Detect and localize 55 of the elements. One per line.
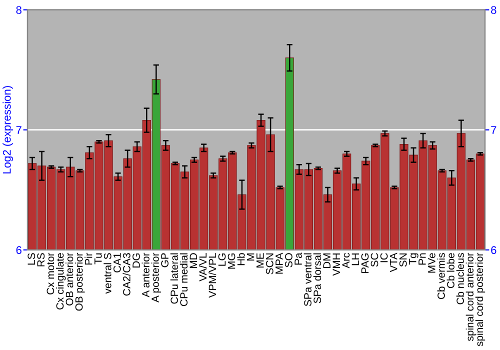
x-tick-label: LH bbox=[352, 254, 360, 266]
x-tick-label: MVe bbox=[428, 253, 436, 273]
x-tick-label: RS bbox=[37, 253, 45, 266]
x-tick-label: Pa bbox=[294, 252, 302, 265]
x-tick-label: DM bbox=[323, 254, 330, 268]
x-tick-label: CA1 bbox=[113, 253, 121, 272]
x-tick-label: OB anterior bbox=[66, 252, 74, 306]
y-tick-label: 8 bbox=[16, 6, 22, 14]
x-tick-label: Arc bbox=[342, 252, 350, 268]
x-tick-label: Tg bbox=[409, 253, 418, 265]
x-tick-label: SPa dorsal bbox=[313, 253, 321, 304]
x-tick-label: SN bbox=[399, 254, 407, 267]
x-tick-label: spinal cord posterior bbox=[475, 252, 486, 346]
x-tick-label: VPM/VPL bbox=[208, 253, 216, 298]
x-tick-label: VMH bbox=[332, 254, 340, 276]
y2-tick-label: 7 bbox=[491, 126, 496, 134]
x-tick-label: SO bbox=[285, 253, 292, 268]
x-tick-label: A anterior bbox=[142, 252, 150, 298]
x-tick-label: LG bbox=[218, 253, 226, 266]
x-tick-label: SCN bbox=[266, 254, 274, 274]
x-tick-label: Pir bbox=[84, 252, 92, 265]
y2-tick-label: 6 bbox=[491, 246, 496, 254]
x-tick-label: OB posterior bbox=[75, 252, 85, 311]
x-tick-label: ventral S bbox=[104, 253, 112, 294]
x-tick-label: Cx cingulate bbox=[56, 253, 66, 310]
x-tick-label: VTA bbox=[390, 252, 398, 272]
x-tick-label: LS bbox=[28, 253, 36, 265]
x-tick-label: SPa ventral bbox=[304, 253, 312, 306]
x-tick-label: ME bbox=[256, 253, 264, 268]
x-tick-label: A posterior bbox=[151, 252, 162, 302]
x-tick-label: spinal cord anterior bbox=[466, 252, 476, 341]
x-tick-label: CPu lateral bbox=[170, 253, 178, 304]
x-tick-label: M bbox=[247, 254, 254, 260]
x-tick-label: MG bbox=[228, 253, 236, 269]
x-tick-label: SC bbox=[370, 253, 378, 267]
x-tick-label: MPA bbox=[276, 252, 283, 274]
x-tick-label: DG bbox=[132, 253, 140, 268]
y-axis-title: Log2 (expression) bbox=[2, 86, 13, 174]
x-tick-label: IC bbox=[380, 253, 388, 262]
x-tick-label: CA2/CA3 bbox=[122, 253, 130, 296]
y-tick-label: 6 bbox=[16, 246, 22, 254]
x-tick-label: Cb nucleus bbox=[456, 253, 464, 304]
x-tick-label: Tu bbox=[94, 253, 102, 264]
x-tick-label: GP bbox=[161, 253, 168, 268]
x-tick-label: Hb bbox=[237, 253, 245, 266]
y2-tick-label: 8 bbox=[491, 6, 496, 14]
x-tick-label: VA/VL bbox=[198, 253, 207, 282]
x-tick-label: Pn bbox=[418, 253, 426, 265]
y-tick-label: 7 bbox=[16, 126, 22, 134]
x-tick-label: MD bbox=[190, 253, 197, 268]
x-tick-label: Cb lobe bbox=[446, 253, 454, 288]
x-tick-label: Cx motor bbox=[46, 252, 54, 294]
x-tick-label: Cb vermis bbox=[437, 253, 445, 300]
x-tick-label: PAG bbox=[361, 253, 369, 274]
x-tick-label: CPu medial bbox=[180, 253, 188, 306]
